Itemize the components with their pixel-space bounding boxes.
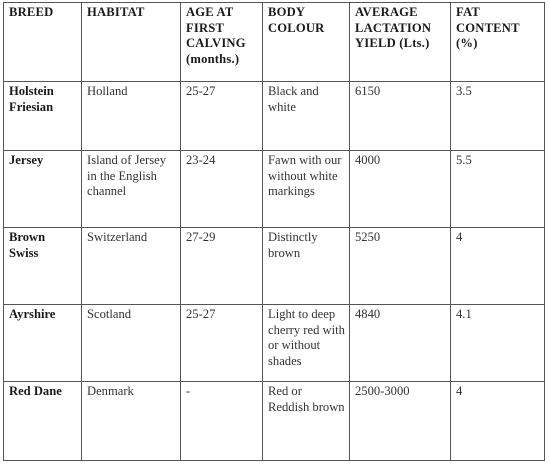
- cell-body-colour: Black and white: [262, 81, 350, 151]
- header-breed: BREED: [3, 2, 82, 82]
- cell-habitat: Denmark: [81, 381, 181, 461]
- header-habitat: HABITAT: [81, 2, 181, 82]
- cell-average-lactation-yield: 4840: [349, 304, 451, 382]
- cell-breed: Ayrshire: [3, 304, 82, 382]
- header-average-lactation-yield: AVERAGE LACTATION YIELD (Lts.): [349, 2, 451, 82]
- cell-body-colour: Red or Reddish brown: [262, 381, 350, 461]
- cell-fat-content: 4.1: [450, 304, 545, 382]
- cell-age-at-first-calving: -: [180, 381, 263, 461]
- cell-body-colour: Distinctly brown: [262, 227, 350, 305]
- cell-habitat: Holland: [81, 81, 181, 151]
- header-age-at-first-calving: AGE AT FIRST CALVING (months.): [180, 2, 263, 82]
- table-row: Brown Swiss Switzerland 27-29 Distinctly…: [3, 227, 545, 305]
- cell-breed: Brown Swiss: [3, 227, 82, 305]
- cell-age-at-first-calving: 25-27: [180, 81, 263, 151]
- header-body-colour: BODY COLOUR: [262, 2, 350, 82]
- cell-age-at-first-calving: 25-27: [180, 304, 263, 382]
- cell-habitat: Island of Jersey in the English channel: [81, 150, 181, 228]
- table-row: Ayrshire Scotland 25-27 Light to deep ch…: [3, 304, 545, 382]
- cell-fat-content: 4: [450, 227, 545, 305]
- cell-average-lactation-yield: 2500-3000: [349, 381, 451, 461]
- cell-body-colour: Light to deep cherry red with or without…: [262, 304, 350, 382]
- cell-body-colour: Fawn with our without white markings: [262, 150, 350, 228]
- cell-fat-content: 5.5: [450, 150, 545, 228]
- cell-fat-content: 4: [450, 381, 545, 461]
- cattle-breeds-table: BREED HABITAT AGE AT FIRST CALVING (mont…: [3, 2, 545, 461]
- table-header-row: BREED HABITAT AGE AT FIRST CALVING (mont…: [3, 2, 545, 82]
- table-row: Red Dane Denmark - Red or Reddish brown …: [3, 381, 545, 461]
- table-row: Holstein Friesian Holland 25-27 Black an…: [3, 81, 545, 151]
- cell-age-at-first-calving: 27-29: [180, 227, 263, 305]
- cell-average-lactation-yield: 4000: [349, 150, 451, 228]
- cell-age-at-first-calving: 23-24: [180, 150, 263, 228]
- cell-fat-content: 3.5: [450, 81, 545, 151]
- cell-breed: Red Dane: [3, 381, 82, 461]
- cell-breed: Holstein Friesian: [3, 81, 82, 151]
- cell-average-lactation-yield: 5250: [349, 227, 451, 305]
- table-row: Jersey Island of Jersey in the English c…: [3, 150, 545, 228]
- cell-habitat: Switzerland: [81, 227, 181, 305]
- cell-breed: Jersey: [3, 150, 82, 228]
- cell-habitat: Scotland: [81, 304, 181, 382]
- cell-average-lactation-yield: 6150: [349, 81, 451, 151]
- header-fat-content: FAT CONTENT (%): [450, 2, 545, 82]
